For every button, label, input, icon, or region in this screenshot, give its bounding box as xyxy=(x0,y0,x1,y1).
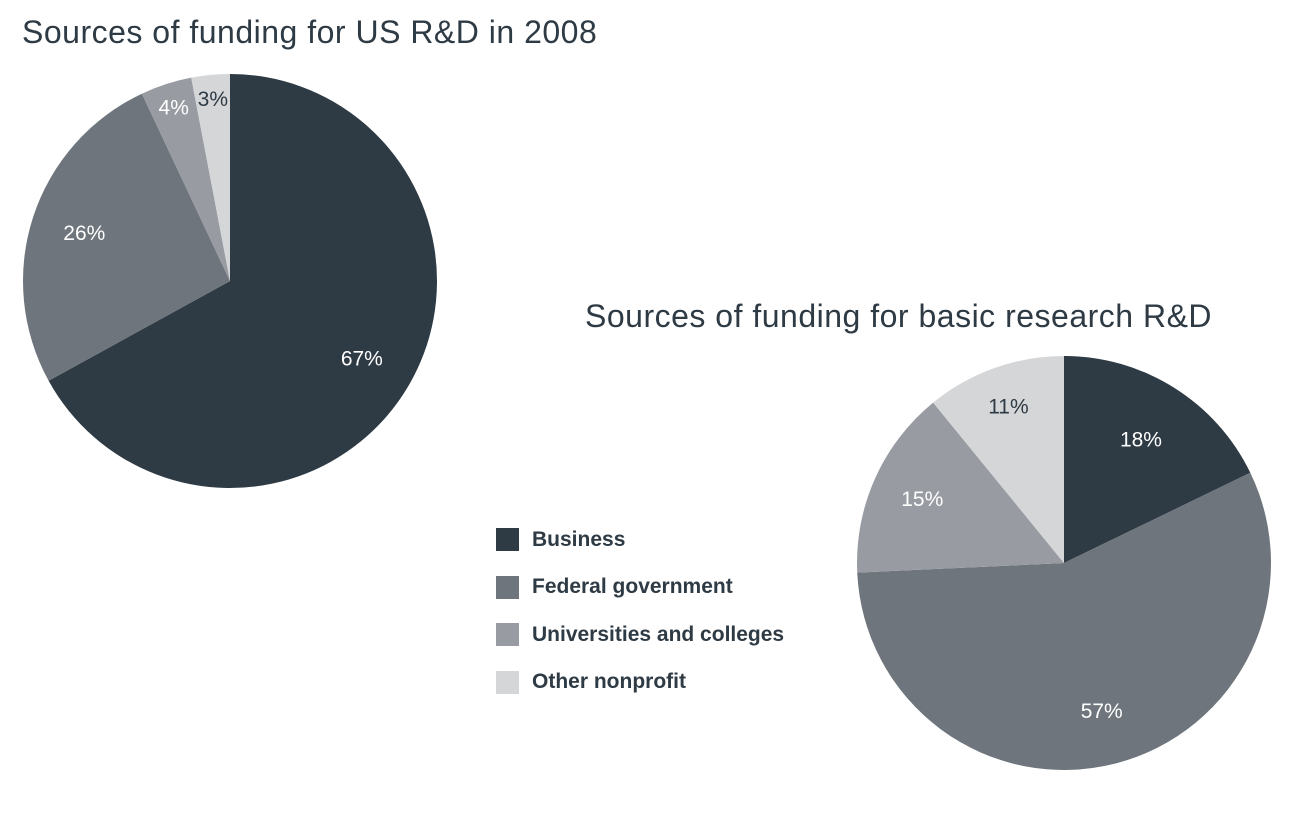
legend-item-federal-government: Federal government xyxy=(496,573,784,602)
pie-slice-business xyxy=(48,74,438,489)
legend-label: Other nonprofit xyxy=(532,670,686,693)
slice-label-other-nonprofit: 3% xyxy=(198,88,228,111)
pie-chart-basic-research: 18% 57% 15% 11% xyxy=(857,356,1271,770)
pie-slice-universities-and-colleges xyxy=(857,402,1064,573)
slice-label-business: 67% xyxy=(341,347,383,370)
legend-item-business: Business xyxy=(496,525,784,554)
legend-item-other-nonprofit: Other nonprofit xyxy=(496,668,784,697)
slice-label-business: 18% xyxy=(1120,429,1162,452)
legend-swatch xyxy=(496,575,519,599)
legend-swatch xyxy=(496,670,519,694)
pie-slice-universities-and-colleges xyxy=(141,77,230,282)
slice-label-other-nonprofit: 11% xyxy=(988,395,1028,418)
chart-legend: Business Federal government Universities… xyxy=(496,525,784,715)
pie-slice-business xyxy=(1064,356,1251,563)
slice-label-universities-and-colleges: 4% xyxy=(159,96,189,119)
pie-chart-us-rd-2008: 67% 26% 4% 3% xyxy=(23,74,438,489)
slice-label-federal-government: 57% xyxy=(1081,700,1123,723)
legend-label: Universities and colleges xyxy=(532,622,785,646)
slice-label-federal-government: 26% xyxy=(63,222,105,245)
chart-title-us-rd-2008: Sources of funding for US R&D in 2008 xyxy=(22,14,598,50)
legend-swatch xyxy=(496,528,519,551)
legend-swatch xyxy=(496,623,519,646)
pie-slice-federal-government xyxy=(23,93,231,381)
pie-slice-other-nonprofit xyxy=(933,356,1064,563)
chart-title-basic-research: Sources of funding for basic research R&… xyxy=(585,298,1213,334)
pie-slice-federal-government xyxy=(857,472,1271,770)
legend-item-universities-and-colleges: Universities and colleges xyxy=(496,620,784,649)
slice-label-universities-and-colleges: 15% xyxy=(901,488,943,511)
legend-label: Federal government xyxy=(532,575,733,598)
legend-label: Business xyxy=(532,527,626,551)
pie-slice-other-nonprofit xyxy=(191,74,230,281)
